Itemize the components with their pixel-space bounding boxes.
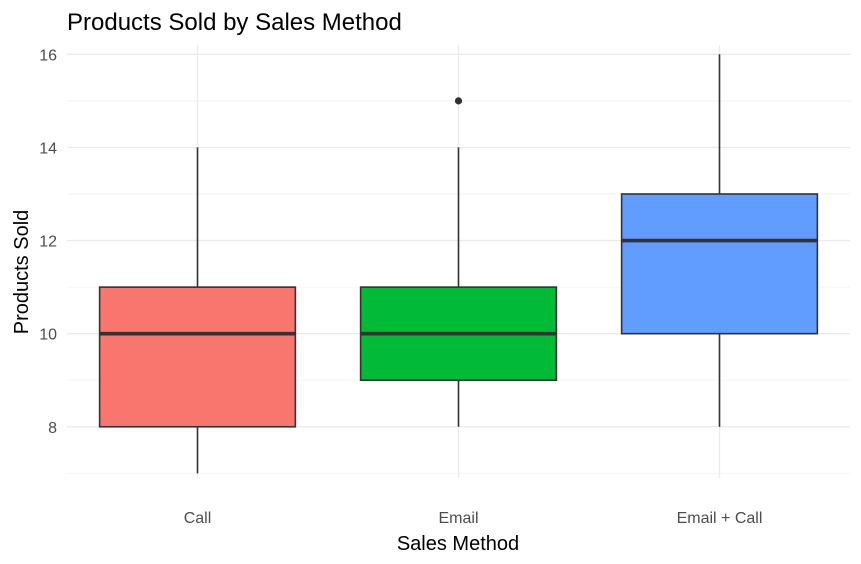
box-iqr	[98, 286, 297, 428]
box-group	[98, 147, 297, 474]
y-tick-label: 16	[39, 47, 57, 64]
x-tick-label: Call	[184, 510, 212, 527]
y-axis-title: Products Sold	[11, 210, 33, 335]
x-tick-labels: Call Email Email + Call	[184, 510, 763, 527]
x-tick-label: Email + Call	[677, 510, 763, 527]
chart-title: Products Sold by Sales Method	[67, 9, 402, 36]
box-group	[620, 54, 819, 427]
box-group	[359, 97, 558, 427]
y-tick-label: 12	[39, 234, 57, 251]
y-tick-label: 8	[48, 420, 57, 437]
box-iqr	[620, 193, 819, 335]
y-tick-label: 14	[39, 140, 57, 157]
outlier-point	[454, 97, 463, 105]
x-tick-label: Email	[438, 510, 478, 527]
y-tick-labels: 8 10 12 14 16	[39, 47, 57, 436]
boxes	[98, 54, 819, 474]
y-tick-label: 10	[39, 327, 57, 344]
x-axis-title: Sales Method	[397, 533, 519, 555]
